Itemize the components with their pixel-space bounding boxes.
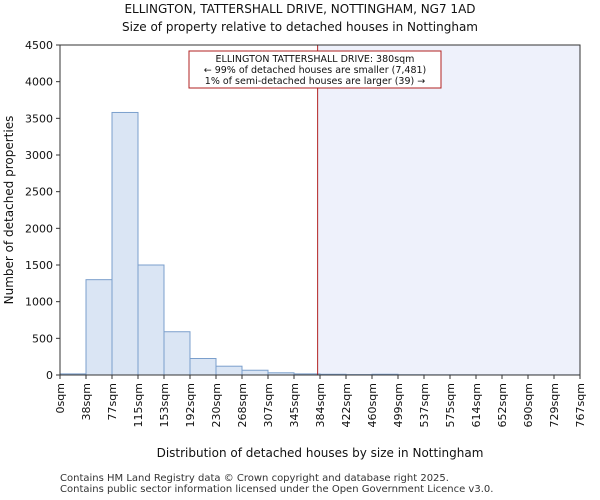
annotation-line-smaller: ← 99% of detached houses are smaller (7,… bbox=[204, 65, 427, 76]
x-tick-label: 115sqm bbox=[132, 383, 145, 427]
x-tick-label: 230sqm bbox=[210, 383, 223, 427]
bar-77sqm[interactable] bbox=[111, 111, 139, 376]
x-tick-label: 575sqm bbox=[444, 383, 457, 427]
x-tick-label: 384sqm bbox=[314, 383, 327, 427]
x-tick-label: 767sqm bbox=[574, 383, 587, 427]
footer-copyright: Contains HM Land Registry data © Crown c… bbox=[60, 473, 449, 484]
larger-properties-highlight bbox=[317, 45, 580, 375]
y-tick-label: 4000 bbox=[25, 76, 53, 89]
x-tick-label: 422sqm bbox=[340, 383, 353, 427]
x-tick-label: 537sqm bbox=[418, 383, 431, 427]
x-tick-label: 460sqm bbox=[366, 383, 379, 427]
x-tick-label: 614sqm bbox=[470, 383, 483, 427]
x-tick-label: 690sqm bbox=[522, 383, 535, 427]
y-tick-label: 2500 bbox=[25, 186, 53, 199]
y-tick-label: 500 bbox=[32, 332, 53, 345]
bar-153sqm[interactable] bbox=[163, 331, 191, 376]
bar-230sqm[interactable] bbox=[215, 365, 243, 376]
footer-licence: Contains public sector information licen… bbox=[60, 484, 494, 495]
bar-268sqm[interactable] bbox=[241, 369, 269, 376]
annotation-box bbox=[188, 50, 442, 89]
x-tick-label: 77sqm bbox=[106, 383, 119, 420]
x-tick-label: 192sqm bbox=[184, 383, 197, 427]
x-tick-label: 153sqm bbox=[158, 383, 171, 427]
bar-192sqm[interactable] bbox=[189, 358, 217, 376]
chart-subtitle: Size of property relative to detached ho… bbox=[122, 20, 478, 34]
y-tick-label: 0 bbox=[46, 369, 53, 382]
annotation-line-title: ELLINGTON TATTERSHALL DRIVE: 380sqm bbox=[216, 54, 415, 65]
x-tick-label: 268sqm bbox=[236, 383, 249, 427]
x-tick-label: 0sqm bbox=[54, 383, 67, 413]
x-axis-label: Distribution of detached houses by size … bbox=[157, 446, 484, 460]
x-tick-label: 499sqm bbox=[392, 383, 405, 427]
x-tick-label: 729sqm bbox=[548, 383, 561, 427]
y-tick-label: 1500 bbox=[25, 259, 53, 272]
y-axis-label: Number of detached properties bbox=[2, 116, 16, 305]
y-tick-label: 3000 bbox=[25, 149, 53, 162]
chart-title: ELLINGTON, TATTERSHALL DRIVE, NOTTINGHAM… bbox=[124, 2, 475, 16]
x-tick-label: 345sqm bbox=[288, 383, 301, 427]
annotation-line-larger: 1% of semi-detached houses are larger (3… bbox=[205, 76, 425, 87]
y-tick-label: 4500 bbox=[25, 39, 53, 52]
x-tick-label: 38sqm bbox=[80, 383, 93, 420]
y-tick-label: 1000 bbox=[25, 296, 53, 309]
y-tick-label: 2000 bbox=[25, 222, 53, 235]
bar-38sqm[interactable] bbox=[85, 279, 113, 376]
bar-115sqm[interactable] bbox=[137, 264, 165, 376]
y-tick-label: 3500 bbox=[25, 112, 53, 125]
x-tick-label: 307sqm bbox=[262, 383, 275, 427]
x-tick-label: 652sqm bbox=[496, 383, 509, 427]
